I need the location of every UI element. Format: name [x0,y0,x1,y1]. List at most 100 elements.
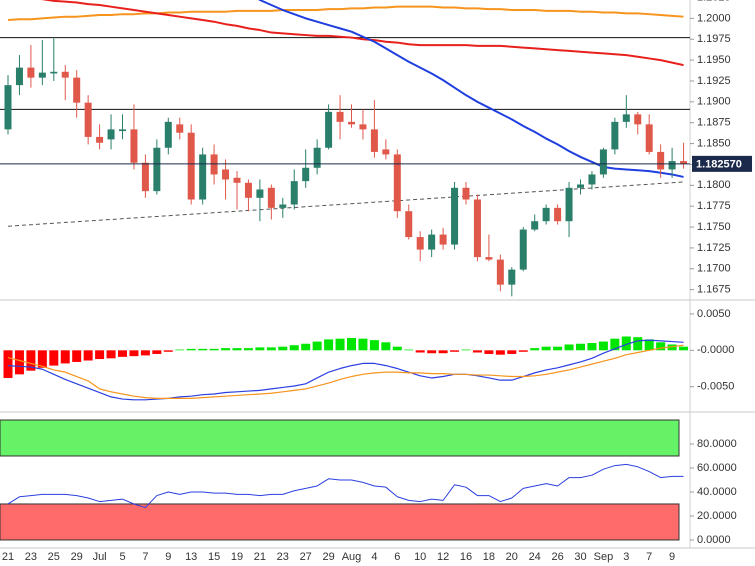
histogram-bar [530,348,540,351]
x-tick-label: 24 [529,551,541,563]
candle-body [141,162,149,192]
x-tick-label: 7 [646,551,652,563]
candle-body [416,237,424,250]
histogram-bar [484,350,494,354]
moving-average [39,0,684,67]
candle-body [680,161,688,164]
x-tick-label: 21 [2,551,14,563]
histogram-bar [553,346,563,351]
histogram-bar [472,350,482,353]
histogram-bar [369,340,379,351]
candle-body [577,184,584,188]
y-tick-label: 1.1750 [697,221,731,233]
last-price-label: 1.182570 [696,158,742,170]
candle-body [279,204,287,208]
candle-body [428,234,436,250]
x-tick-label: 15 [208,551,220,563]
candle-body [645,124,653,152]
histogram-bar [679,346,689,351]
histogram-bar [3,350,13,378]
histogram-bar [610,338,620,351]
candle-body [38,72,46,78]
candle-body [622,114,630,122]
histogram-bar [541,346,551,351]
x-tick-label: 16 [460,551,472,563]
y-tick-label: 1.1950 [697,54,731,66]
candle-body [222,169,230,180]
candle-body [393,154,401,212]
histogram-bar [656,342,666,351]
candle-body [96,136,104,143]
candle-body [531,221,539,230]
panel [3,336,689,401]
x-tick-label: Jul [93,551,107,563]
candle-body [244,182,252,198]
histogram-bar [392,346,402,351]
y-tick-label: 60.0000 [697,462,737,474]
candle-body [61,71,69,78]
candle-body [370,129,378,152]
histogram-bar [427,350,437,354]
histogram-bar [152,350,162,354]
candle-body [84,102,92,137]
histogram-bar [495,350,505,355]
candle-body [496,259,504,285]
y-tick-label: 1.1875 [697,117,731,129]
histogram-bar [198,348,208,351]
y-tick-label: 1.1900 [697,96,731,108]
candle-body [554,207,562,222]
x-tick-label: 9 [165,551,171,563]
histogram-bar [564,344,574,351]
histogram-bar [26,350,36,371]
x-tick-label: 23 [25,551,37,563]
x-tick-label: 30 [574,551,586,563]
x-tick-label: 10 [414,551,426,563]
y-tick-label: 1.1850 [697,137,731,149]
histogram-bar [186,348,196,351]
x-tick-label: Aug [342,551,362,563]
trend-line [7,181,684,227]
x-tick-label: 7 [142,551,148,563]
candle-body [199,154,207,200]
histogram-bar [450,350,460,352]
x-tick-label: 19 [231,551,243,563]
candle-body [153,147,161,192]
y-tick-label: 0.0000 [697,534,731,546]
candle-body [405,211,413,238]
histogram-bar [129,350,139,357]
histogram-bar [221,348,231,351]
histogram-bar [507,350,517,354]
candle-body [485,257,493,260]
x-tick-label: 18 [483,551,495,563]
candle-body [542,207,550,222]
candle-body [267,187,275,208]
histogram-bar [404,349,414,351]
candle-body [359,124,367,130]
x-tick-label: 6 [394,551,400,563]
candle-body [130,129,138,163]
candle-body [15,67,23,86]
histogram-bar [243,348,253,351]
histogram-bar [415,350,425,353]
y-tick-label: 0.0050 [697,308,731,320]
last-price-box [692,155,752,172]
panel [0,419,684,541]
rsi-line [7,463,684,509]
y-tick-label: 20.0000 [697,510,737,522]
candle-body [348,121,355,125]
y-tick-label: 1.1775 [697,200,731,212]
plot-layer [0,0,755,549]
candle-body [27,67,35,78]
histogram-bar [60,350,70,364]
candle-body [599,149,607,175]
histogram-bar [14,350,24,375]
y-tick-label: -0.0050 [697,381,734,393]
histogram-bar [667,344,677,351]
histogram-bar [140,350,150,356]
candle-body [290,181,298,205]
candle-body [210,154,218,175]
histogram-bar [232,348,242,351]
histogram-bar [255,347,265,351]
histogram-bar [95,350,105,360]
